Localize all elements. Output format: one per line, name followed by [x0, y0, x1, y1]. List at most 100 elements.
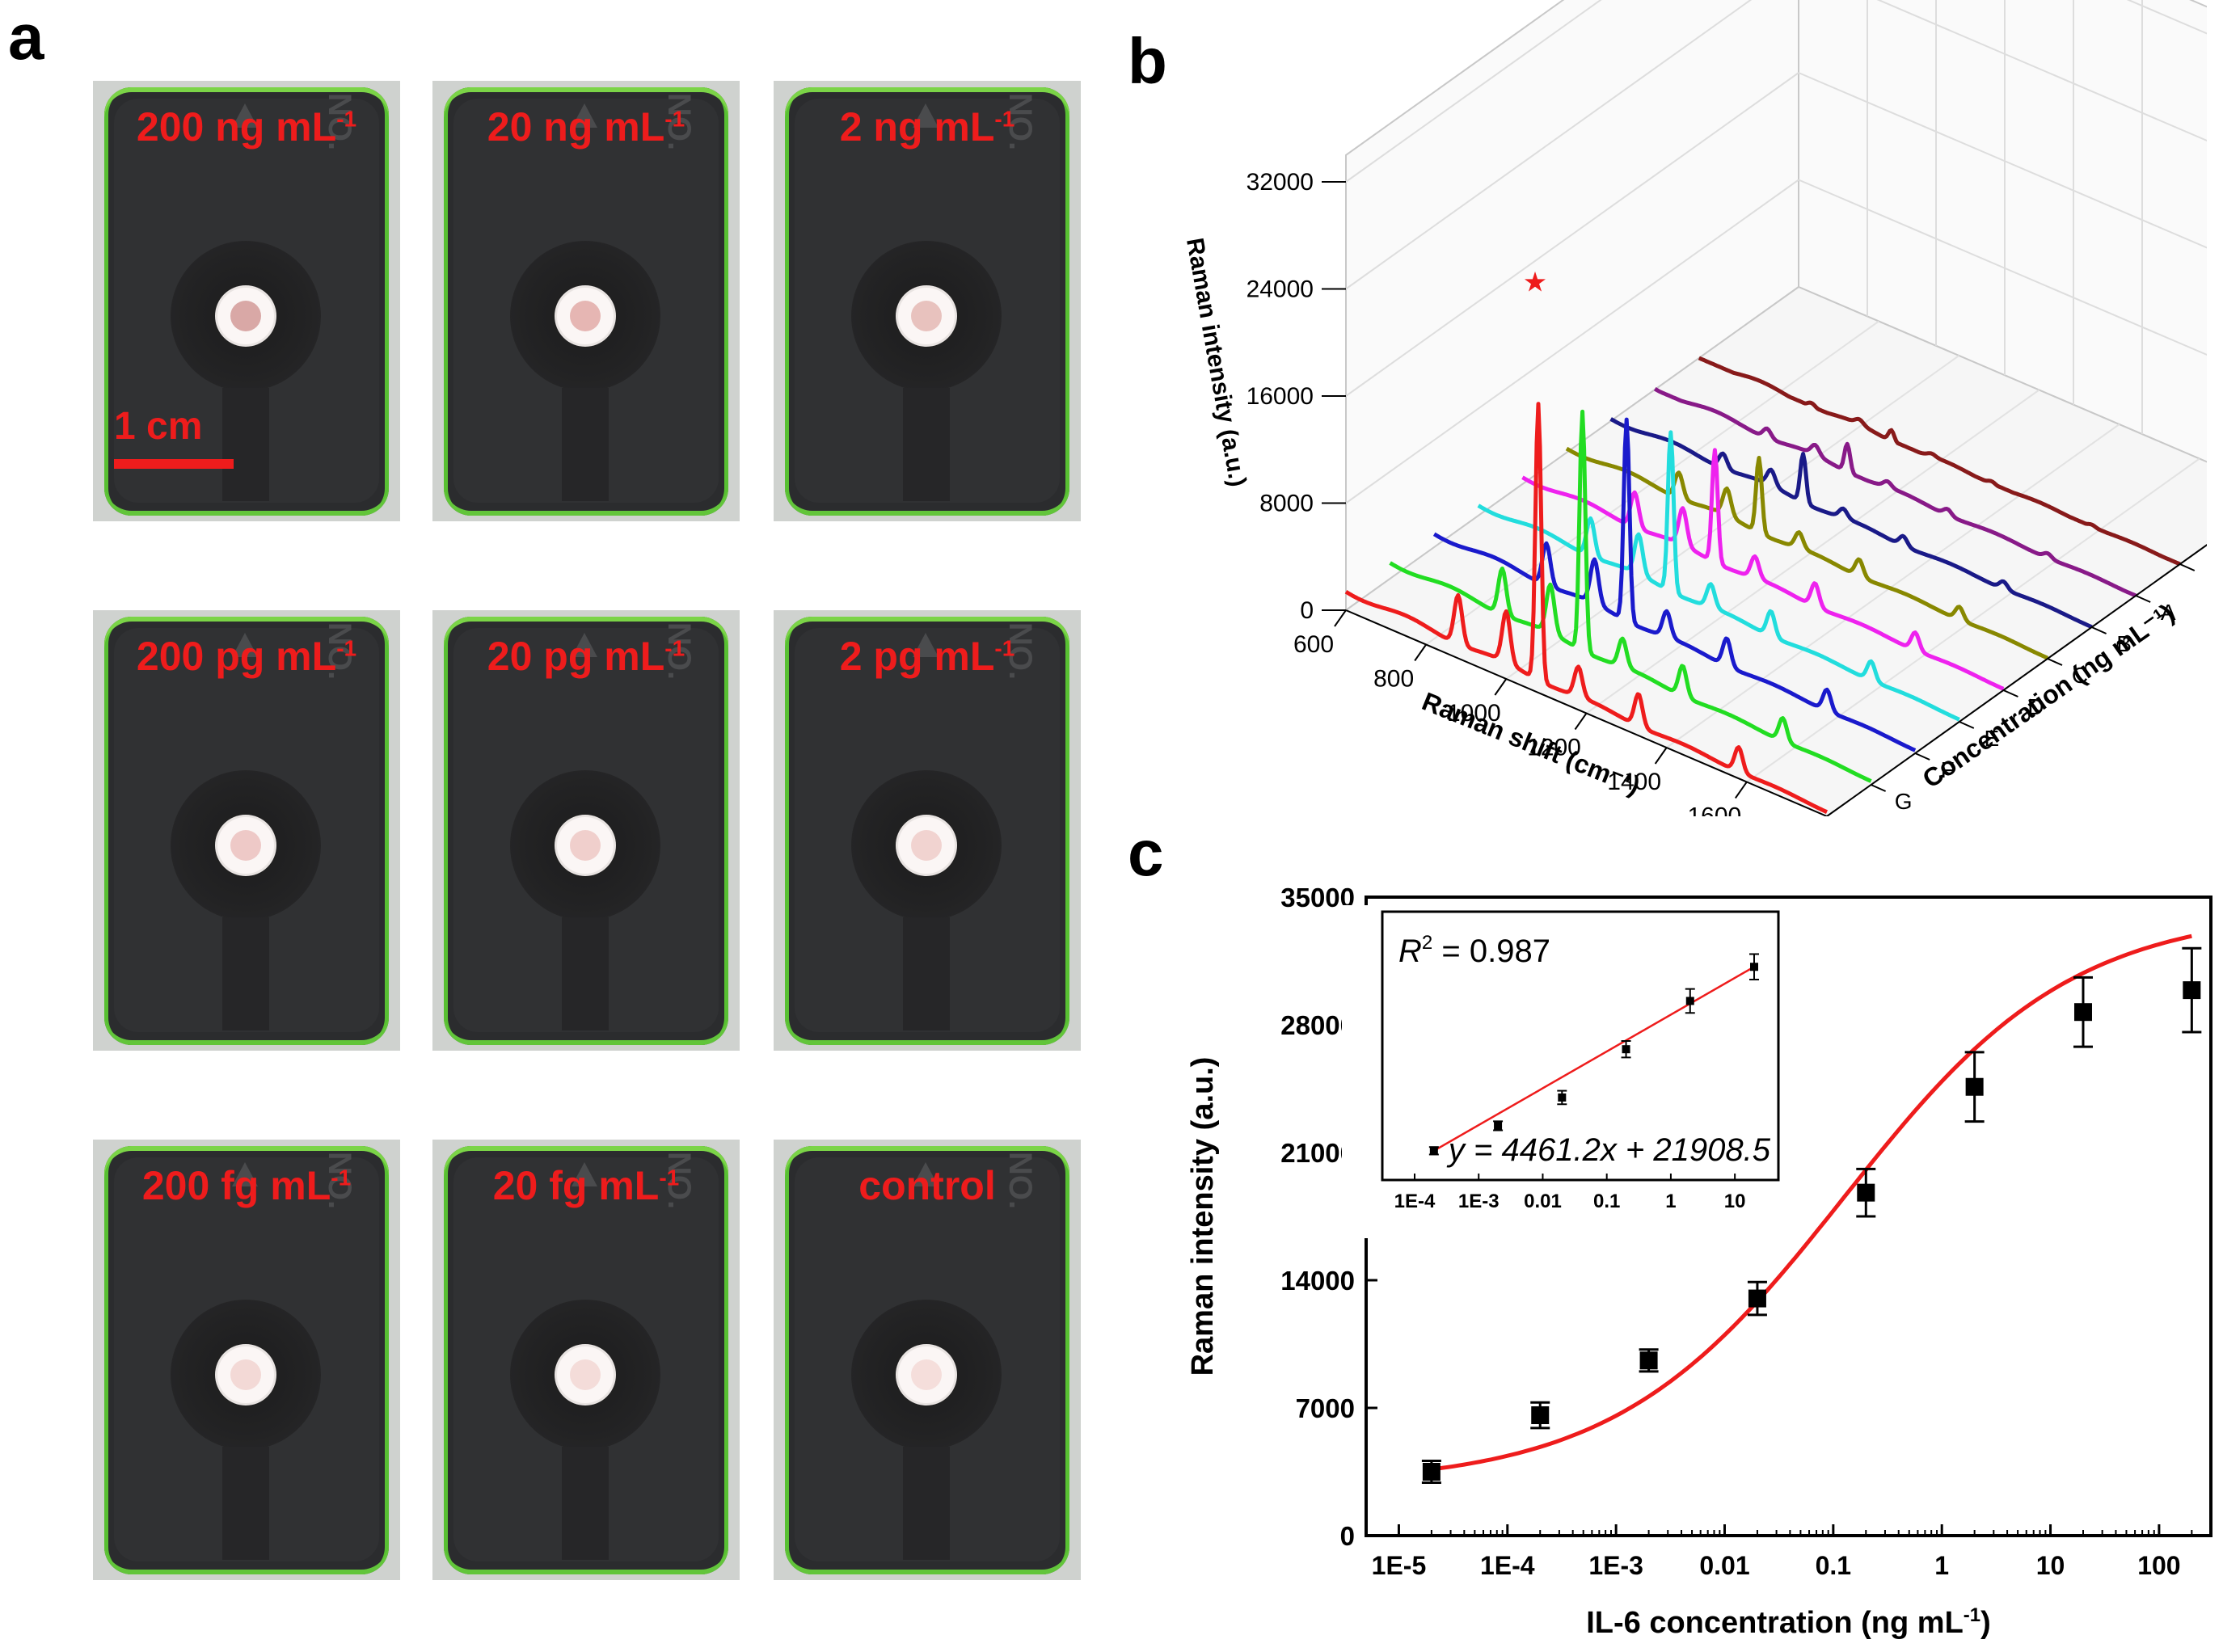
concentration-value: 200 ng mL — [136, 104, 337, 150]
inset-data-point — [1622, 1045, 1630, 1054]
x-tick-label: 1E-3 — [1588, 1551, 1643, 1580]
sample-spot — [230, 830, 261, 861]
unit-exponent: -1 — [659, 1165, 680, 1191]
device-photo: NO. 20 fg mL-1 — [432, 1140, 740, 1580]
triangle-mark-icon — [572, 1162, 597, 1186]
z-tick-label: D — [2027, 694, 2044, 719]
y-axis-label: Raman intensity (a.u.) — [1181, 236, 1251, 489]
triangle-mark-icon — [232, 1162, 258, 1186]
z-tick — [2091, 626, 2107, 634]
device-photo: NO. 2 pg mL-1 — [774, 610, 1081, 1051]
z-tick — [2047, 658, 2063, 666]
data-point — [1857, 1183, 1875, 1202]
panel-label-b: b — [1128, 25, 1167, 97]
device-photo: NO. 20 pg mL-1 — [432, 610, 740, 1051]
gridline — [1345, 0, 1602, 183]
z-tick-label: A — [2161, 600, 2176, 625]
scale-bar-label: 1 cm — [114, 405, 203, 448]
concentration-label: 20 pg mL-1 — [432, 633, 740, 680]
sample-spot — [230, 1359, 261, 1390]
spectrum-D — [1521, 448, 2005, 691]
y-tick-label: 32000 — [1246, 169, 1314, 196]
concentration-label: 20 ng mL-1 — [432, 103, 740, 150]
panel-label-c: c — [1128, 817, 1164, 889]
z-axis-line — [1826, 544, 2207, 816]
z-tick-label: C — [2072, 663, 2088, 688]
sample-spot — [911, 830, 942, 861]
concentration-label: 200 pg mL-1 — [93, 633, 400, 680]
data-point — [1639, 1351, 1658, 1370]
x-tick-label: 10 — [2036, 1551, 2065, 1580]
x-tick-label: 1E-5 — [1372, 1551, 1427, 1580]
device-channel — [562, 917, 609, 1030]
concentration-label: 2 pg mL-1 — [774, 633, 1081, 680]
inset-x-tick-label: 10 — [1724, 1191, 1746, 1212]
spectrum-E — [1477, 430, 1960, 722]
z-tick-label: F — [1941, 757, 1955, 782]
z-tick-label: B — [2116, 631, 2132, 656]
sample-spot — [911, 301, 942, 331]
data-point — [2183, 981, 2201, 1000]
x-tick-label: 0.01 — [1699, 1551, 1749, 1580]
concentration-value: 2 ng mL — [839, 104, 995, 150]
unit-exponent: -1 — [664, 106, 685, 132]
x-tick — [1494, 678, 1508, 696]
x-tick-label: 1600 — [1687, 803, 1741, 817]
device-channel — [903, 388, 950, 501]
device-channel — [222, 917, 269, 1030]
z-tick — [1914, 752, 1930, 761]
gridline — [1876, 0, 2207, 142]
spectrum-C — [1565, 446, 2049, 660]
unit-exponent: -1 — [331, 1165, 352, 1191]
concentration-value: control — [858, 1163, 996, 1208]
x-tick — [1414, 643, 1427, 662]
x-axis-label-text: IL-6 concentration (ng mL — [1586, 1606, 1964, 1640]
gridline — [1798, 179, 2207, 356]
device-photo: NO. 200 fg mL-1 — [93, 1140, 400, 1580]
r-squared-label: R2 = 0.987 — [1398, 932, 1550, 969]
sample-spot — [570, 830, 601, 861]
x-axis-label: IL-6 concentration (ng mL-1) — [1586, 1604, 1991, 1640]
data-point — [1531, 1406, 1550, 1425]
x-axis-label-end: ) — [1980, 1606, 1991, 1640]
unit-exponent: -1 — [336, 106, 357, 132]
y-axis-label: Raman intensity (a.u.) — [1186, 1057, 1220, 1376]
x-tick-label: 1400 — [1607, 769, 1661, 795]
inset-data-point — [1685, 997, 1694, 1005]
device-channel — [562, 388, 609, 501]
concentration-value: 200 fg mL — [141, 1163, 331, 1208]
device-photo: NO. 200 ng mL-1 1 cm — [93, 81, 400, 521]
data-point — [1965, 1077, 1984, 1096]
r-squared-value: = 0.987 — [1432, 933, 1550, 969]
y-tick-label: 14000 — [1280, 1266, 1355, 1296]
concentration-label: 200 fg mL-1 — [93, 1162, 400, 1209]
z-tick — [1871, 784, 1887, 792]
unit-exponent: -1 — [336, 635, 357, 661]
gridline — [1798, 72, 2207, 249]
gridline — [2126, 0, 2207, 35]
spectrum-H — [1344, 402, 1829, 814]
fit-curve — [1431, 933, 2192, 1472]
x-tick — [1574, 712, 1588, 731]
x-tick-label: 1000 — [1447, 700, 1501, 727]
peak-star-annotation: ★ — [1523, 267, 1547, 297]
x-axis-label-exponent: -1 — [1964, 1604, 1980, 1626]
spectrum-F — [1432, 417, 1917, 752]
r-squared-symbol: R — [1398, 933, 1422, 969]
device-channel — [562, 1447, 609, 1560]
triangle-mark-icon — [572, 103, 597, 128]
y-tick-label: 8000 — [1259, 491, 1314, 517]
panel-label-a: a — [8, 1, 44, 73]
inset-x-tick-label: 0.01 — [1524, 1191, 1562, 1212]
x-tick-label: 1 — [1934, 1551, 1949, 1580]
concentration-label: 20 fg mL-1 — [432, 1162, 740, 1209]
inset-data-point — [1750, 963, 1758, 971]
spectrum-G — [1389, 409, 1872, 783]
gridline — [1666, 424, 2120, 748]
sample-spot — [911, 1359, 942, 1390]
gridline — [1345, 0, 1753, 290]
data-point — [1748, 1289, 1766, 1308]
inset-x-tick-label: 0.1 — [1593, 1191, 1620, 1212]
r-squared-exponent: 2 — [1422, 932, 1432, 954]
